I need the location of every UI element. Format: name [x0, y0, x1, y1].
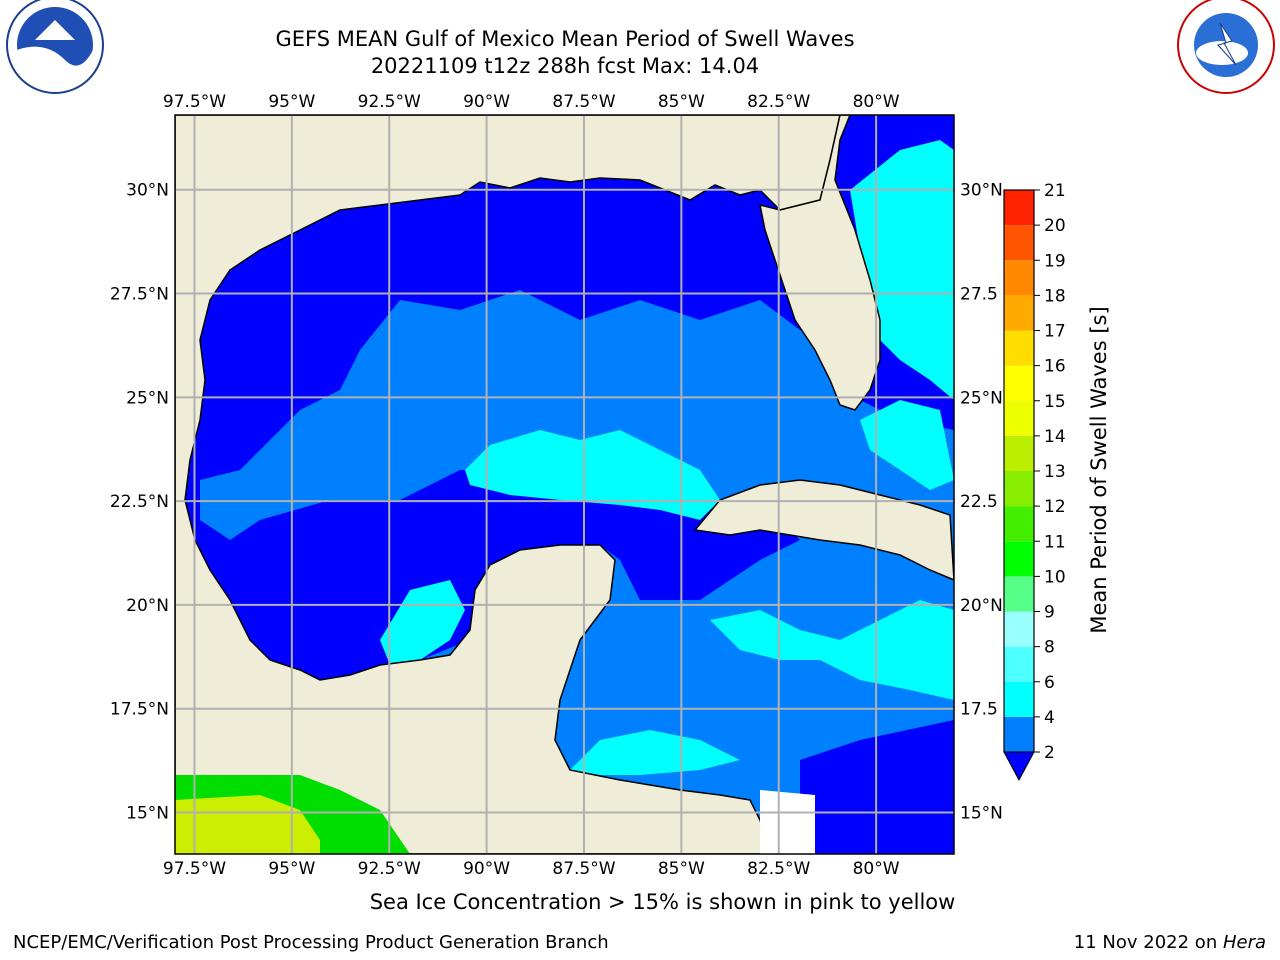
lat-tick-label-left: 22.5°N — [110, 492, 169, 512]
colorbar-tick-label: 14 — [1044, 427, 1066, 447]
colorbar-tick-label: 21 — [1044, 181, 1066, 201]
colorbar-segment — [1004, 435, 1034, 471]
colorbar-segment — [1004, 365, 1034, 401]
footer-credit: NCEP/EMC/Verification Post Processing Pr… — [13, 932, 609, 953]
colorbar-tick-label: 11 — [1044, 532, 1066, 552]
colorbar-tick-label: 17 — [1044, 322, 1066, 342]
colorbar-segment — [1004, 716, 1034, 752]
land-florida — [759, 115, 881, 411]
footer-date: 11 Nov 2022 on Hera — [1074, 932, 1266, 953]
land-cuba — [693, 479, 954, 581]
colorbar: 2 4 6 8 9 10 11 12 13 14 15 16 17 18 19 20 21 — [1003, 181, 1066, 782]
lon-tick-label-bottom: 95°W — [268, 859, 315, 879]
colorbar-segment — [1004, 576, 1034, 612]
lat-tick-label-right: 25°N — [960, 388, 1003, 408]
colorbar-tick-label: 8 — [1044, 638, 1055, 658]
title-line-1: GEFS MEAN Gulf of Mexico Mean Period of … — [275, 27, 855, 51]
lon-tick-label-bottom: 85°W — [658, 859, 705, 879]
colorbar-title: Mean Period of Swell Waves [s] — [1087, 306, 1111, 633]
map-caption: Sea Ice Concentration > 15% is shown in … — [369, 890, 956, 914]
colorbar-segment — [1004, 471, 1034, 507]
colorbar-segment — [1004, 400, 1034, 436]
swell-4-6s-campeche — [380, 580, 465, 665]
colorbar-segment — [1004, 506, 1034, 542]
colorbar-segment — [1004, 646, 1034, 682]
colorbar-segment — [1004, 260, 1034, 296]
colorbar-tick-label: 2 — [1044, 743, 1055, 763]
map-area — [175, 115, 954, 854]
colorbar-tick-label: 20 — [1044, 216, 1066, 236]
title-line-2: 20221109 t12z 288h fcst Max: 14.04 — [370, 54, 760, 78]
colorbar-tick-label: 10 — [1044, 567, 1066, 587]
lat-tick-label-left: 15°N — [126, 803, 169, 823]
white-coast-patch — [760, 790, 815, 854]
colorbar-tick-label: 18 — [1044, 286, 1066, 306]
lat-tick-label-left: 17.5°N — [110, 700, 169, 720]
swell-4-6s-keys — [860, 400, 954, 490]
colorbar-tick-label: 9 — [1044, 603, 1055, 623]
lon-tick-label-bottom: 92.5°W — [358, 859, 421, 879]
lon-tick-label-top: 92.5°W — [358, 92, 421, 112]
lon-tick-label-bottom: 82.5°W — [747, 859, 810, 879]
lat-tick-label-left: 25°N — [126, 388, 169, 408]
colorbar-tick-label: 4 — [1044, 708, 1055, 728]
lat-tick-label-left: 27.5°N — [110, 285, 169, 305]
swell-4-6s-belize — [570, 730, 740, 775]
lon-tick-label-bottom: 97.5°W — [163, 859, 226, 879]
colorbar-segment — [1004, 541, 1034, 577]
lon-tick-label-top: 87.5°W — [552, 92, 615, 112]
colorbar-segment — [1004, 611, 1034, 647]
footer-date-text: 11 Nov 2022 on — [1073, 932, 1223, 953]
colorbar-segment — [1004, 225, 1034, 261]
lat-tick-label-right: 30°N — [960, 181, 1003, 201]
lon-tick-label-top: 97.5°W — [163, 92, 226, 112]
map-grid — [175, 115, 954, 854]
colorbar-tick-label: 19 — [1044, 251, 1066, 271]
colorbar-extend-min — [1003, 751, 1035, 782]
lat-tick-label-left: 30°N — [126, 181, 169, 201]
lat-tick-label-right: 17.5 — [960, 700, 998, 720]
colorbar-segment — [1004, 190, 1034, 226]
swell-4-6s-central — [465, 430, 720, 520]
axis-tick-labels: 97.5°W 97.5°W 95°W 95°W 92.5°W 92.5°W 90°W 90°W… — [110, 92, 1003, 879]
lat-tick-label-right: 20°N — [960, 596, 1003, 616]
colorbar-segment — [1004, 330, 1034, 366]
lon-tick-label-top: 95°W — [268, 92, 315, 112]
noaa-logo — [6, 0, 104, 94]
colorbar-tick-label: 6 — [1044, 673, 1055, 693]
lat-tick-label-right: 15°N — [960, 803, 1003, 823]
colorbar-tick-label: 12 — [1044, 497, 1066, 517]
lon-tick-label-top: 85°W — [658, 92, 705, 112]
map-frame — [174, 114, 955, 855]
footer-host: Hera — [1222, 932, 1266, 953]
colorbar-segment — [1004, 681, 1034, 717]
colorbar-tick-label: 15 — [1044, 392, 1066, 412]
swell-4-6s-caribbean — [710, 600, 954, 700]
lon-tick-label-top: 82.5°W — [747, 92, 810, 112]
lon-tick-label-bottom: 80°W — [853, 859, 900, 879]
colorbar-segment — [1004, 295, 1034, 331]
lat-tick-label-right: 27.5 — [960, 285, 998, 305]
lon-tick-label-bottom: 87.5°W — [552, 859, 615, 879]
nws-logo — [1177, 0, 1275, 94]
lon-tick-label-top: 80°W — [853, 92, 900, 112]
lat-tick-label-left: 20°N — [126, 596, 169, 616]
colorbar-tick-label: 16 — [1044, 357, 1066, 377]
colorbar-tick-label: 13 — [1044, 462, 1066, 482]
ice-region-yellow — [175, 795, 320, 854]
lon-tick-label-top: 90°W — [463, 92, 510, 112]
lon-tick-label-bottom: 90°W — [463, 859, 510, 879]
lat-tick-label-right: 22.5 — [960, 492, 998, 512]
